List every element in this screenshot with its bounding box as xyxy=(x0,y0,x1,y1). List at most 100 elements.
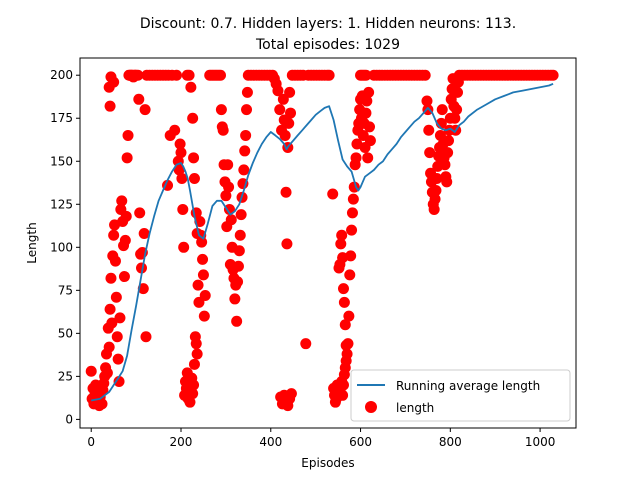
length-point xyxy=(225,214,237,226)
length-point xyxy=(281,238,293,250)
x-tick-label: 1000 xyxy=(525,435,556,449)
length-point xyxy=(285,107,297,119)
length-point xyxy=(103,341,115,353)
length-point xyxy=(105,272,117,284)
length-point xyxy=(451,86,463,98)
length-point xyxy=(240,129,252,141)
length-point xyxy=(421,95,433,107)
length-point xyxy=(132,69,144,81)
length-point xyxy=(428,203,440,215)
length-point xyxy=(233,245,245,257)
legend: Running average length length xyxy=(350,369,571,422)
series-layer xyxy=(85,69,559,412)
y-tick-label: 100 xyxy=(50,240,73,254)
length-point xyxy=(327,188,339,200)
length-point xyxy=(112,353,124,365)
length-point xyxy=(119,234,131,246)
length-point xyxy=(343,310,355,322)
y-tick-label: 200 xyxy=(50,68,73,82)
length-point xyxy=(547,69,559,81)
length-point xyxy=(429,193,441,205)
running-average-line xyxy=(91,82,554,402)
length-point xyxy=(229,293,241,305)
x-tick-label: 600 xyxy=(349,435,372,449)
length-point xyxy=(188,358,200,370)
length-point xyxy=(114,312,126,324)
length-point xyxy=(235,209,247,221)
length-point xyxy=(424,147,436,159)
length-point xyxy=(188,379,200,391)
length-point xyxy=(192,279,204,291)
length-point xyxy=(347,193,359,205)
x-tick-label: 0 xyxy=(87,435,95,449)
length-point xyxy=(341,348,353,360)
length-point xyxy=(364,121,376,133)
length-point xyxy=(110,291,122,303)
length-point xyxy=(191,348,203,360)
length-point xyxy=(439,159,451,171)
length-point xyxy=(220,190,232,202)
x-axis-label: Episodes xyxy=(301,456,354,470)
length-point xyxy=(238,164,250,176)
length-point xyxy=(430,185,442,197)
length-point xyxy=(300,338,312,350)
x-tick-label: 800 xyxy=(439,435,462,449)
length-point xyxy=(134,207,146,219)
length-point xyxy=(360,107,372,119)
length-point xyxy=(104,100,116,112)
length-point xyxy=(337,379,349,391)
legend-box xyxy=(350,369,571,422)
length-point xyxy=(279,129,291,141)
length-point xyxy=(361,95,373,107)
length-point xyxy=(346,207,358,219)
length-point xyxy=(336,229,348,241)
length-point xyxy=(339,319,351,331)
length-point xyxy=(187,388,199,400)
y-tick-label: 75 xyxy=(58,283,73,297)
length-point xyxy=(176,172,188,184)
length-point xyxy=(190,338,202,350)
y-tick-label: 25 xyxy=(58,369,73,383)
length-point xyxy=(196,236,208,248)
length-point xyxy=(188,172,200,184)
length-point xyxy=(137,283,149,295)
axes-frame xyxy=(79,57,577,429)
legend-label-length: length xyxy=(396,401,434,415)
length-point xyxy=(337,389,349,401)
length-point xyxy=(113,376,125,388)
length-point xyxy=(338,296,350,308)
length-point xyxy=(431,172,443,184)
plot-area xyxy=(79,57,577,429)
length-point xyxy=(169,124,181,136)
length-point xyxy=(346,224,358,236)
length-point xyxy=(122,129,134,141)
chart-title-line-2: Total episodes: 1029 xyxy=(255,37,400,53)
length-point xyxy=(443,135,455,147)
length-point xyxy=(111,331,123,343)
y-tick-label: 175 xyxy=(50,111,73,125)
length-point xyxy=(239,145,251,157)
length-point xyxy=(323,69,335,81)
length-point xyxy=(177,203,189,215)
y-tick-label: 50 xyxy=(58,326,73,340)
length-point xyxy=(175,147,187,159)
length-point xyxy=(217,124,229,136)
length-point xyxy=(188,152,200,164)
chart-title-line-1: Discount: 0.7. Hidden layers: 1. Hidden … xyxy=(140,16,516,32)
legend-marker-swatch xyxy=(365,401,377,413)
length-point xyxy=(234,229,246,241)
length-point xyxy=(101,367,113,379)
length-point xyxy=(139,104,151,116)
length-point xyxy=(360,69,372,81)
length-point xyxy=(423,124,435,136)
length-point xyxy=(285,388,297,400)
length-point xyxy=(135,262,147,274)
length-point xyxy=(185,81,197,93)
length-point xyxy=(241,104,253,116)
length-point xyxy=(106,317,118,329)
length-point xyxy=(441,176,453,188)
length-point xyxy=(187,112,199,124)
length-point xyxy=(272,85,284,97)
length-point xyxy=(197,253,209,265)
length-point xyxy=(451,104,463,116)
